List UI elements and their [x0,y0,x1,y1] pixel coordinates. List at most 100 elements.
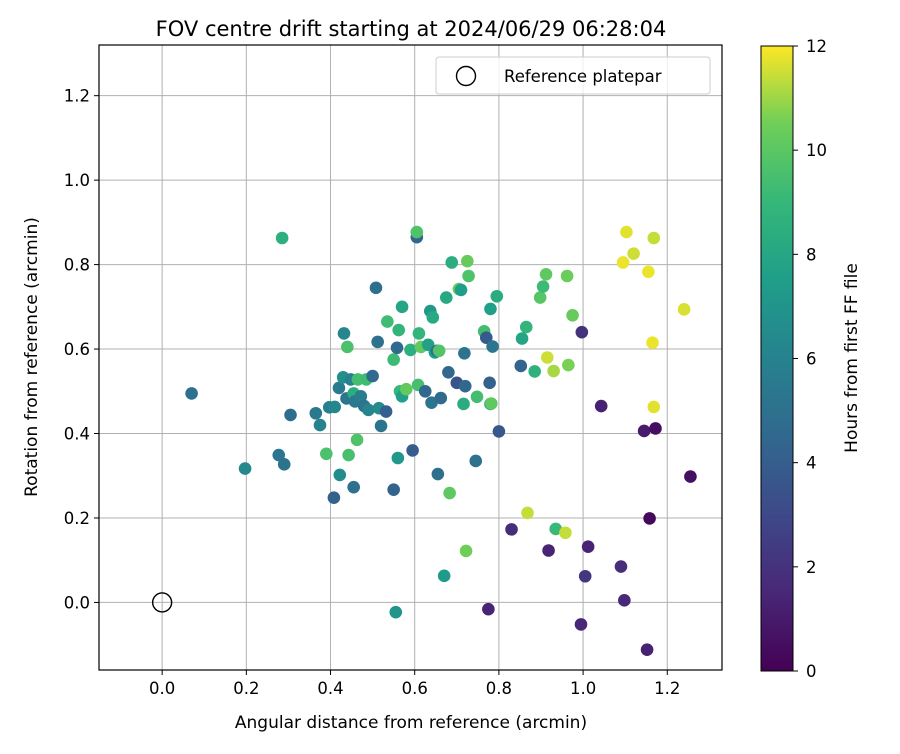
data-point [328,400,342,414]
data-point [418,384,432,398]
x-axis-label: Angular distance from reference (arcmin) [235,713,587,733]
data-point [371,335,384,349]
data-point [389,605,403,619]
data-point [185,387,198,400]
x-tick-label: 1.2 [654,679,680,698]
data-point [238,462,252,475]
data-point [458,346,471,360]
data-point [649,422,662,435]
data-point [439,291,453,304]
data-point [642,265,655,279]
data-point [684,470,697,483]
data-point [566,308,579,322]
data-point [469,454,483,468]
x-tick-label: 0.8 [486,679,512,698]
colorbar-gradient [760,45,794,672]
data-point [485,397,498,410]
data-point [390,341,404,355]
colorbar-tick-label: 0 [806,662,817,681]
data-point [482,602,495,616]
y-tick-label: 0.4 [64,425,90,444]
colorbar-tick-label: 4 [806,454,817,473]
data-point [559,526,572,540]
data-point [519,320,533,334]
plot-frame [98,44,723,671]
x-tick-label: 0.6 [402,679,428,698]
data-point [410,225,424,239]
y-tick-label: 0.0 [64,593,90,612]
data-point [392,323,406,337]
data-point [395,300,409,314]
data-point [618,594,631,607]
data-point [541,351,554,364]
data-point [369,281,383,295]
x-axis-ticks: 0.0 0.2 0.4 0.6 0.8 1.0 1.2 [149,670,680,698]
data-point [616,256,630,269]
y-axis-label: Rotation from reference (arcmin) [22,217,42,497]
data-point [492,425,506,438]
data-point [640,643,654,657]
data-point [533,291,547,304]
legend-box [435,56,711,95]
data-point [391,451,405,465]
data-point [581,540,595,553]
data-point [539,268,553,281]
data-point [647,400,661,414]
data-point [594,399,608,413]
data-point [277,458,291,471]
data-point [272,448,286,462]
data-point [379,405,393,418]
data-point [432,344,446,358]
colorbar-tick-label: 12 [806,37,827,56]
data-point [313,418,327,432]
data-point [620,225,633,239]
data-point [677,303,691,316]
legend-open-circle-marker [455,65,477,87]
data-point [578,569,592,583]
data-point [547,364,560,378]
data-point [470,390,484,404]
grid [99,45,722,670]
data-point [342,448,355,462]
data-point [483,376,496,390]
x-tick-label: 1.0 [570,679,596,698]
data-point [562,358,575,372]
data-point [332,381,346,395]
colorbar-tick-label: 10 [806,141,827,160]
colorbar-tick-label: 6 [806,350,817,369]
data-point [575,325,589,339]
colorbar-tick-label: 8 [806,245,817,264]
data-points [185,225,697,657]
data-point [443,486,456,500]
x-tick-label: 0.0 [149,679,175,698]
data-point [333,468,347,482]
data-point [560,269,574,283]
data-point [406,444,419,457]
colorbar: 0 2 4 6 8 10 12 Hours from first FF file [760,37,862,681]
data-point [347,480,360,494]
data-point [327,491,341,505]
data-point [442,365,455,379]
data-point [479,331,493,344]
data-point [309,406,323,420]
data-point [528,365,541,378]
data-point [462,269,475,283]
data-point [461,254,474,268]
data-point [387,353,400,366]
data-point [354,390,368,403]
data-point [275,231,289,245]
data-point [484,302,497,316]
data-point [614,560,628,573]
data-point [647,231,661,245]
reference-marker-layer [151,592,173,613]
data-point [521,506,534,520]
y-tick-label: 0.2 [64,509,90,528]
legend-label: Reference platepar [504,67,662,86]
data-point [490,289,504,303]
colorbar-tick-label: 2 [806,558,817,577]
data-point [412,327,426,340]
data-point [646,336,659,350]
data-point [426,311,440,324]
